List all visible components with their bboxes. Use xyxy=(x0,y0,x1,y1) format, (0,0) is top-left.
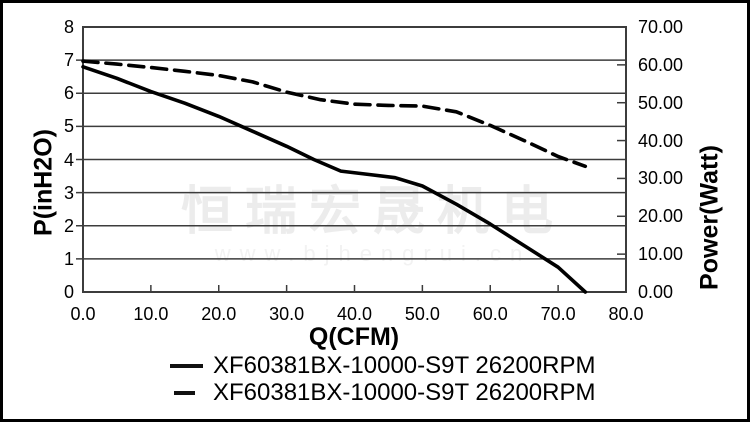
dashed-line-legend-marker xyxy=(174,390,195,395)
solid-series-curve xyxy=(81,64,588,294)
solid-line-legend-marker xyxy=(170,363,203,368)
x-axis-title: Q(CFM) xyxy=(308,323,400,351)
watermark-url-text: www.bjhengrui.cn xyxy=(214,241,532,266)
legend-item-pressure-curve: XF60381BX-10000-S9T 26200RPM xyxy=(170,352,595,379)
left-axis-title: P(inH2O) xyxy=(29,129,58,236)
dashed-series-curve xyxy=(81,59,588,169)
legend-label-pressure: XF60381BX-10000-S9T 26200RPM xyxy=(213,351,596,379)
legend: XF60381BX-10000-S9T 26200RPM XF60381BX-1… xyxy=(170,352,595,406)
right-axis-title: Power(Watt) xyxy=(695,145,724,290)
legend-item-power-curve: XF60381BX-10000-S9T 26200RPM xyxy=(170,379,595,406)
legend-label-power: XF60381BX-10000-S9T 26200RPM xyxy=(213,378,596,406)
plot-area xyxy=(76,26,627,294)
